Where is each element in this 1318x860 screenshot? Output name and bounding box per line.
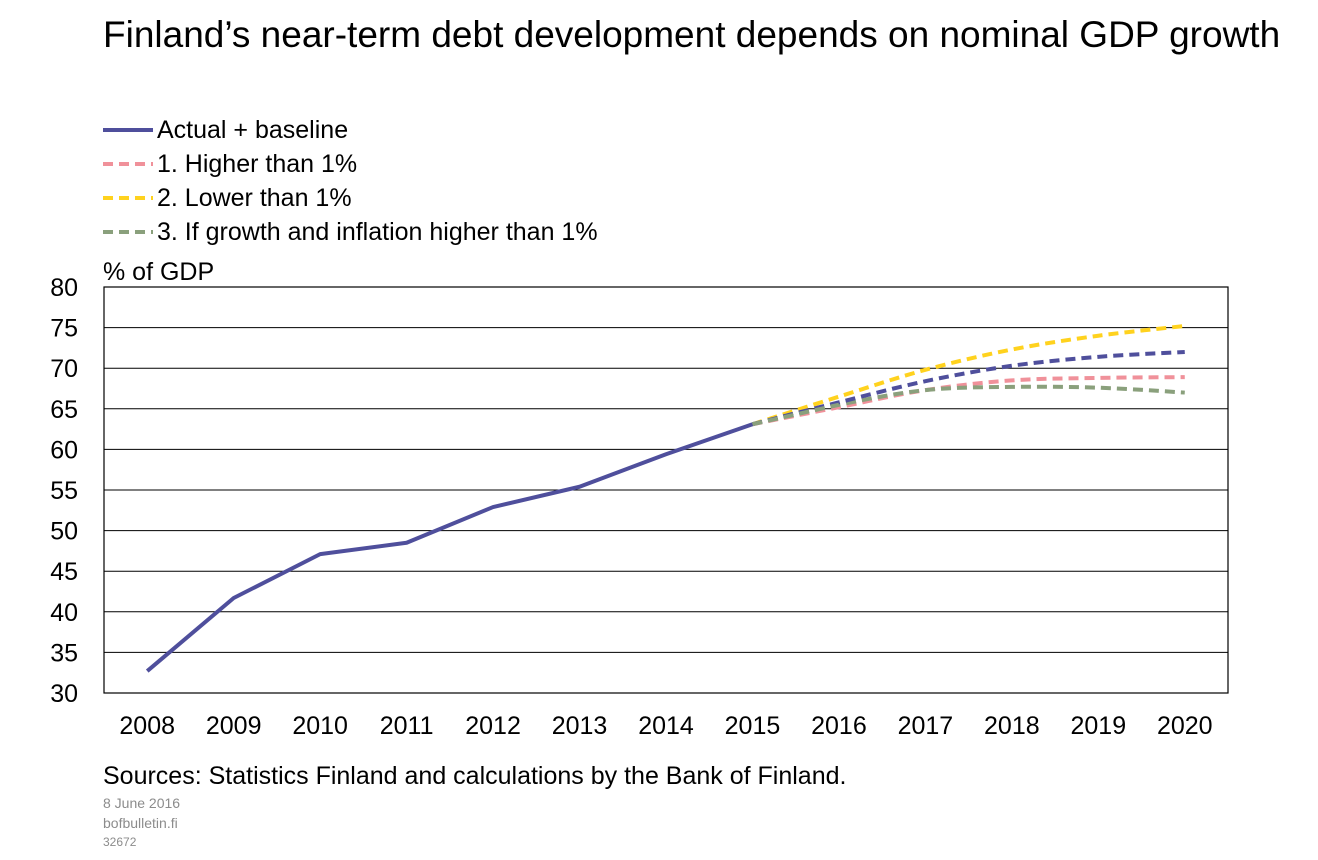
y-tick-label: 80 (50, 274, 78, 302)
series-line-growth-inflation-start (752, 402, 840, 427)
plot-area-border (103, 286, 1229, 694)
x-tick-label: 2010 (292, 712, 348, 740)
legend-item-lower: 2. Lower than 1% (103, 181, 598, 215)
y-tick-label: 75 (50, 315, 78, 343)
x-tick-label: 2014 (638, 712, 694, 740)
y-tick-label: 35 (50, 639, 78, 667)
legend-item-actual: Actual + baseline (103, 113, 598, 147)
legend-label-growth-inflation: 3. If growth and inflation higher than 1… (157, 217, 598, 246)
y-tick-label: 60 (50, 436, 78, 464)
legend-swatch-actual (103, 128, 153, 132)
x-tick-label: 2015 (725, 712, 781, 740)
legend-label-higher: 1. Higher than 1% (157, 149, 358, 178)
y-tick-label: 55 (50, 477, 78, 505)
y-tick-label: 45 (50, 558, 78, 586)
x-tick-label: 2016 (811, 712, 867, 740)
x-tick-label: 2011 (380, 712, 434, 740)
legend-item-growth-inflation: 3. If growth and inflation higher than 1… (103, 215, 598, 249)
x-tick-label: 2008 (119, 712, 175, 740)
legend: Actual + baseline 1. Higher than 1% 2. L… (103, 113, 598, 249)
x-tick-label: 2019 (1070, 712, 1126, 740)
x-tick-label: 2013 (552, 712, 608, 740)
chart-title: Finland’s near-term debt development dep… (103, 14, 1281, 55)
chart-id: 32672 (103, 835, 137, 849)
series-line-actual (145, 422, 754, 673)
x-tick-label: 2012 (465, 712, 521, 740)
legend-swatch-growth-inflation (103, 230, 153, 234)
y-tick-label: 50 (50, 518, 78, 546)
x-tick-label: 2020 (1157, 712, 1213, 740)
publication-date: 8 June 2016 (103, 795, 181, 811)
y-tick-label: 30 (50, 680, 78, 708)
y-tick-label: 70 (50, 355, 78, 383)
legend-swatch-lower (103, 196, 153, 200)
y-tick-label: 40 (50, 599, 78, 627)
y-tick-label: 65 (50, 396, 78, 424)
series-line-growth-inflation (752, 384, 1185, 427)
sources-note: Sources: Statistics Finland and calculat… (103, 762, 847, 790)
series-line-higher (752, 375, 1185, 427)
series-line-lower (751, 323, 1185, 427)
legend-label-actual: Actual + baseline (157, 115, 349, 144)
x-tick-label: 2018 (984, 712, 1040, 740)
x-tick-label: 2009 (206, 712, 262, 740)
x-tick-label: 2017 (898, 712, 954, 740)
y-axis-unit-label: % of GDP (103, 258, 215, 286)
legend-item-higher: 1. Higher than 1% (103, 147, 598, 181)
legend-label-lower: 2. Lower than 1% (157, 183, 352, 212)
site-name: bofbulletin.fi (103, 815, 178, 831)
legend-swatch-higher (103, 162, 153, 166)
